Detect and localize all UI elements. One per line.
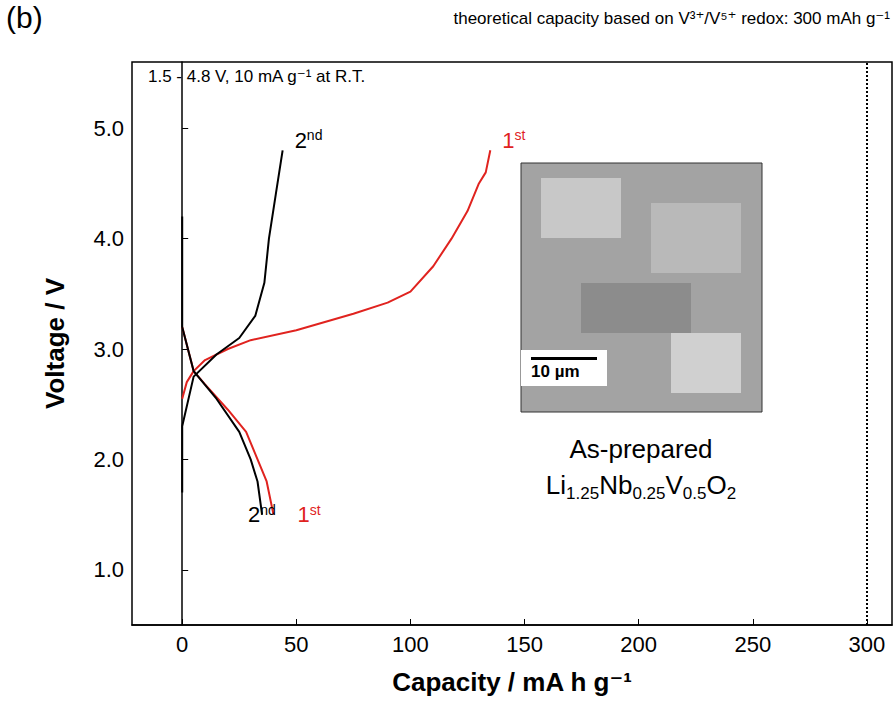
svg-text:0.5: 0.5 [683, 484, 707, 503]
svg-text:(b): (b) [6, 1, 43, 34]
svg-text:1: 1 [502, 128, 514, 153]
svg-text:10 µm: 10 µm [531, 362, 580, 381]
svg-text:100: 100 [392, 632, 429, 657]
svg-text:2: 2 [248, 502, 260, 527]
svg-text:5.0: 5.0 [93, 116, 124, 141]
svg-text:1.0: 1.0 [93, 557, 124, 582]
svg-text:200: 200 [620, 632, 657, 657]
svg-text:300: 300 [849, 632, 886, 657]
svg-text:Capacity / mA h g⁻¹: Capacity / mA h g⁻¹ [392, 667, 632, 697]
svg-text:0.25: 0.25 [632, 484, 665, 503]
svg-text:st: st [515, 127, 526, 143]
svg-text:4.0: 4.0 [93, 226, 124, 251]
svg-text:st: st [310, 502, 321, 518]
svg-text:2.0: 2.0 [93, 447, 124, 472]
svg-text:V: V [665, 470, 683, 500]
svg-text:250: 250 [734, 632, 771, 657]
svg-text:2: 2 [295, 128, 307, 153]
svg-text:nd: nd [260, 502, 276, 518]
svg-text:nd: nd [307, 127, 323, 143]
svg-text:O: O [706, 470, 726, 500]
svg-text:Voltage / V: Voltage / V [40, 277, 70, 409]
svg-text:1.25: 1.25 [566, 484, 599, 503]
svg-text:Nb: Nb [599, 470, 632, 500]
svg-text:theoretical capacity based on: theoretical capacity based on V³⁺/V⁵⁺ re… [453, 9, 890, 28]
svg-text:As-prepared: As-prepared [569, 434, 712, 464]
svg-text:1: 1 [298, 502, 310, 527]
svg-text:150: 150 [506, 632, 543, 657]
svg-text:50: 50 [284, 632, 308, 657]
svg-text:1.5 - 4.8 V, 10 mA g⁻¹ at R.T.: 1.5 - 4.8 V, 10 mA g⁻¹ at R.T. [148, 67, 365, 86]
svg-text:3.0: 3.0 [93, 337, 124, 362]
svg-text:2: 2 [727, 484, 736, 503]
svg-text:Li: Li [546, 470, 566, 500]
svg-text:0: 0 [176, 632, 188, 657]
